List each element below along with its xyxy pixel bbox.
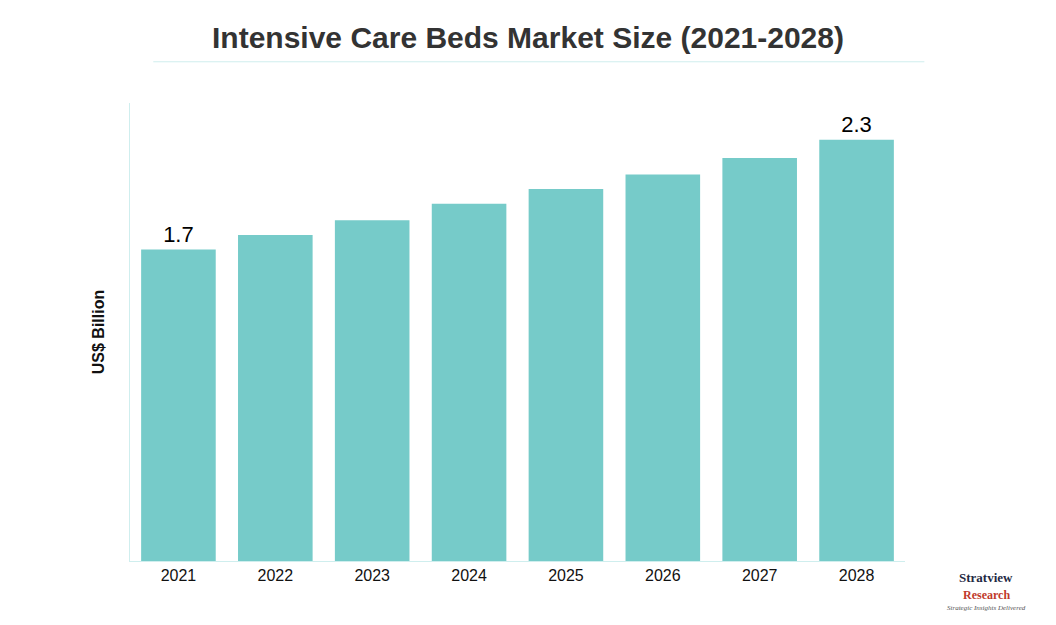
- svg-text:2021: 2021: [161, 567, 197, 584]
- svg-text:Stratview: Stratview: [959, 570, 1013, 585]
- svg-text:2028: 2028: [839, 567, 875, 584]
- svg-text:2.3: 2.3: [841, 112, 872, 137]
- svg-text:2025: 2025: [548, 567, 584, 584]
- svg-text:Intensive Care Beds Market Siz: Intensive Care Beds Market Size (2021-20…: [212, 21, 844, 54]
- svg-text:Strategic Insights Delivered: Strategic Insights Delivered: [947, 604, 1026, 612]
- svg-text:Research: Research: [963, 588, 1010, 602]
- svg-text:2024: 2024: [451, 567, 487, 584]
- svg-text:2027: 2027: [742, 567, 778, 584]
- svg-text:US$ Billion: US$ Billion: [90, 290, 107, 374]
- svg-text:1.7: 1.7: [163, 222, 194, 247]
- svg-text:2023: 2023: [354, 567, 390, 584]
- svg-text:2022: 2022: [258, 567, 294, 584]
- svg-text:2026: 2026: [645, 567, 681, 584]
